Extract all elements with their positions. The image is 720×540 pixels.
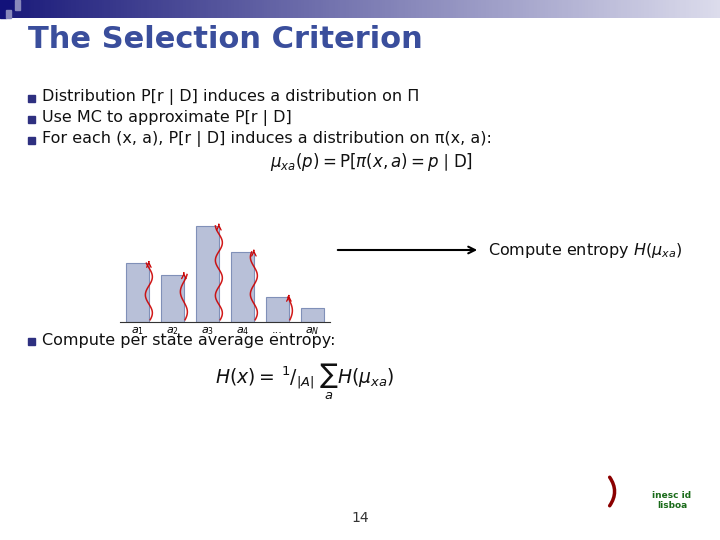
Bar xyxy=(0,0,15,10)
Bar xyxy=(126,263,149,322)
Bar xyxy=(231,252,254,322)
Bar xyxy=(196,226,219,322)
Bar xyxy=(6,10,11,18)
Text: $H(x) = \,^{1}/_{|A|}\; \sum_a H(\mu_{xa})$: $H(x) = \,^{1}/_{|A|}\; \sum_a H(\mu_{xa… xyxy=(215,362,395,402)
Bar xyxy=(161,274,184,322)
Text: The Selection Criterion: The Selection Criterion xyxy=(28,25,423,55)
Text: For each (x, a), P[r | D] induces a distribution on π(x, a):: For each (x, a), P[r | D] induces a dist… xyxy=(42,131,492,147)
Bar xyxy=(0,10,6,18)
Text: 14: 14 xyxy=(351,511,369,525)
Bar xyxy=(266,297,289,322)
Bar xyxy=(28,338,35,345)
Text: Compute entropy $H(\mu_{xa})$: Compute entropy $H(\mu_{xa})$ xyxy=(488,240,683,260)
Text: $\mu_{xa}(p) = \mathrm{P}[\pi(x, a) = p \mid \mathrm{D}]$: $\mu_{xa}(p) = \mathrm{P}[\pi(x, a) = p … xyxy=(270,151,473,173)
Text: Distribution P[r | D] induces a distribution on Π: Distribution P[r | D] induces a distribu… xyxy=(42,89,419,105)
Text: Use MC to approximate P[r | D]: Use MC to approximate P[r | D] xyxy=(42,110,292,126)
Text: inesc id: inesc id xyxy=(652,490,692,500)
Bar xyxy=(301,308,324,322)
Bar xyxy=(28,137,35,144)
Bar xyxy=(28,116,35,123)
Bar xyxy=(28,94,35,102)
Text: Compute per state average entropy:: Compute per state average entropy: xyxy=(42,333,336,348)
Bar xyxy=(15,0,20,10)
Text: lisboa: lisboa xyxy=(657,501,687,510)
